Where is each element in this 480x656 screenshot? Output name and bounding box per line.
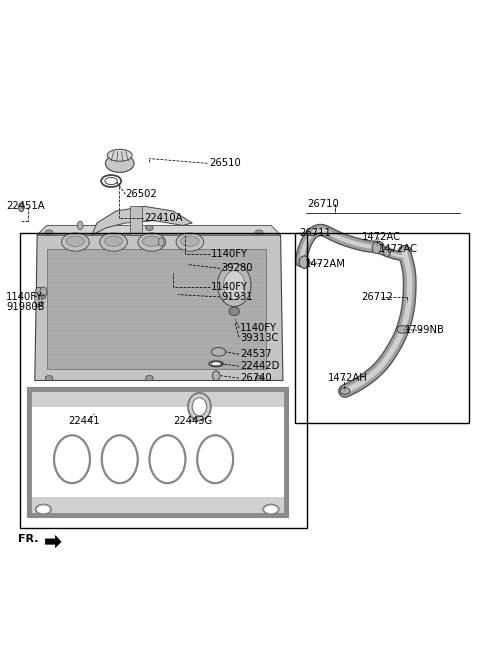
- Polygon shape: [47, 249, 266, 369]
- Text: 39280: 39280: [221, 263, 252, 274]
- Text: 1140FY: 1140FY: [211, 283, 248, 293]
- Text: 26711: 26711: [300, 228, 332, 237]
- Bar: [28, 388, 288, 516]
- Polygon shape: [35, 235, 283, 380]
- Text: 1472AC: 1472AC: [362, 232, 401, 242]
- Ellipse shape: [105, 177, 117, 184]
- Polygon shape: [45, 535, 61, 548]
- Ellipse shape: [102, 436, 138, 483]
- Text: 91980B: 91980B: [6, 302, 45, 312]
- Ellipse shape: [54, 436, 90, 483]
- Text: 1472AC: 1472AC: [378, 244, 418, 255]
- Text: 1140FY: 1140FY: [211, 249, 248, 259]
- Text: 26740: 26740: [240, 373, 272, 383]
- Ellipse shape: [150, 436, 185, 483]
- Ellipse shape: [211, 348, 226, 356]
- Ellipse shape: [264, 504, 279, 514]
- Text: 1472AH: 1472AH: [328, 373, 368, 383]
- Polygon shape: [92, 206, 192, 235]
- Ellipse shape: [224, 271, 245, 299]
- Text: 22410A: 22410A: [144, 213, 183, 223]
- Ellipse shape: [197, 436, 233, 483]
- Text: 1140FY: 1140FY: [240, 323, 277, 333]
- Text: FR.: FR.: [18, 534, 38, 544]
- Ellipse shape: [340, 388, 350, 394]
- Bar: [30, 407, 285, 497]
- Ellipse shape: [384, 247, 391, 256]
- Ellipse shape: [212, 371, 220, 380]
- Ellipse shape: [19, 203, 24, 211]
- Ellipse shape: [372, 242, 381, 254]
- Ellipse shape: [255, 375, 263, 380]
- Ellipse shape: [143, 236, 161, 247]
- Text: 26712: 26712: [362, 292, 394, 302]
- Ellipse shape: [211, 362, 221, 365]
- Bar: [21, 233, 307, 529]
- Ellipse shape: [66, 236, 84, 247]
- Ellipse shape: [176, 233, 204, 251]
- Text: 22451A: 22451A: [6, 201, 45, 211]
- Ellipse shape: [45, 375, 53, 380]
- Text: 26710: 26710: [307, 199, 338, 209]
- Text: 22442D: 22442D: [240, 361, 279, 371]
- Polygon shape: [130, 206, 142, 235]
- Text: 91931: 91931: [221, 292, 252, 302]
- Ellipse shape: [192, 398, 206, 416]
- Ellipse shape: [197, 436, 233, 483]
- Ellipse shape: [188, 393, 211, 420]
- Ellipse shape: [229, 307, 240, 316]
- Text: 22441: 22441: [68, 416, 100, 426]
- Ellipse shape: [105, 236, 122, 247]
- Text: 26502: 26502: [125, 190, 157, 199]
- Ellipse shape: [100, 233, 127, 251]
- Ellipse shape: [150, 436, 185, 483]
- Ellipse shape: [45, 230, 53, 236]
- Ellipse shape: [158, 238, 164, 247]
- Text: 1472AM: 1472AM: [304, 258, 345, 268]
- Ellipse shape: [264, 504, 279, 514]
- Ellipse shape: [299, 256, 310, 268]
- Ellipse shape: [54, 436, 90, 483]
- Bar: [295, 233, 469, 423]
- Ellipse shape: [217, 264, 251, 306]
- Text: 24537: 24537: [240, 349, 272, 359]
- Ellipse shape: [108, 150, 132, 161]
- Polygon shape: [37, 226, 281, 235]
- Ellipse shape: [36, 504, 51, 514]
- Ellipse shape: [102, 436, 138, 483]
- Text: 39313C: 39313C: [240, 333, 278, 342]
- Ellipse shape: [40, 287, 47, 297]
- Ellipse shape: [61, 233, 89, 251]
- Text: 22443G: 22443G: [173, 416, 213, 426]
- Ellipse shape: [181, 236, 199, 247]
- Ellipse shape: [138, 233, 166, 251]
- Text: 26510: 26510: [209, 158, 241, 169]
- Ellipse shape: [41, 295, 46, 299]
- Ellipse shape: [397, 325, 408, 333]
- Text: 1140FY: 1140FY: [6, 292, 43, 302]
- Polygon shape: [35, 287, 42, 306]
- Ellipse shape: [145, 225, 153, 230]
- Ellipse shape: [255, 230, 263, 236]
- Ellipse shape: [106, 154, 134, 173]
- Ellipse shape: [77, 221, 83, 230]
- Ellipse shape: [36, 504, 51, 514]
- Text: 1799NB: 1799NB: [405, 325, 444, 335]
- Ellipse shape: [145, 375, 153, 380]
